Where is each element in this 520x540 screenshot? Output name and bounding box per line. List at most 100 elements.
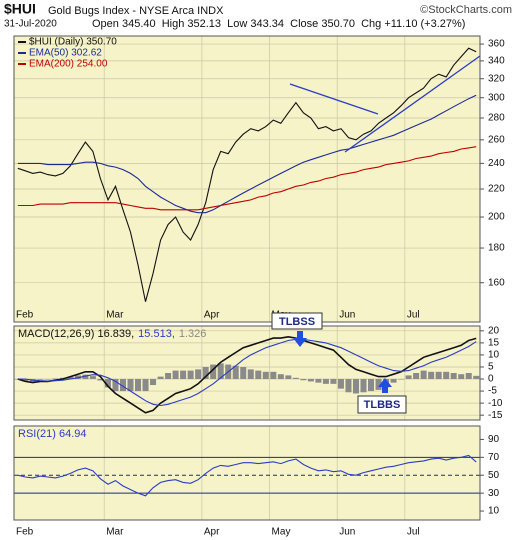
- histogram-bar: [74, 375, 81, 380]
- histogram-bar: [375, 379, 382, 390]
- histogram-bar: [187, 370, 194, 380]
- x-tick-label: Feb: [16, 527, 34, 538]
- histogram-bar: [135, 379, 142, 392]
- histogram-bar: [330, 379, 337, 384]
- histogram-bar: [322, 379, 329, 384]
- histogram-bar: [255, 370, 262, 380]
- legend-label: 1.326: [179, 328, 207, 340]
- y-tick-label: -15: [488, 410, 503, 421]
- y-tick-label: 30: [488, 488, 500, 499]
- y-tick-label: 320: [488, 73, 505, 84]
- histogram-bar: [465, 373, 472, 380]
- histogram-bar: [157, 376, 164, 380]
- legend-label: EMA(200) 254.00: [29, 59, 108, 70]
- histogram-bar: [112, 379, 119, 392]
- histogram-bar: [435, 371, 442, 380]
- histogram-bar: [352, 379, 359, 394]
- y-tick-label: 15: [488, 338, 500, 349]
- histogram-bar: [285, 375, 292, 380]
- x-tick-label: Mar: [106, 527, 124, 538]
- histogram-bar: [270, 371, 277, 380]
- histogram-bar: [390, 379, 397, 383]
- histogram-bar: [307, 379, 314, 382]
- annotation-box: [357, 395, 407, 414]
- y-tick-label: 0: [488, 374, 494, 385]
- histogram-bar: [37, 379, 44, 380]
- series-line: [17, 47, 477, 302]
- histogram-bar: [127, 379, 134, 392]
- y-tick-label: 90: [488, 434, 500, 445]
- y-tick-label: 50: [488, 470, 500, 481]
- histogram-bar: [165, 373, 172, 380]
- trend-line: [344, 55, 481, 153]
- histogram-bar: [195, 369, 202, 380]
- y-tick-label: 340: [488, 56, 505, 67]
- x-tick-label: Jun: [339, 310, 355, 321]
- histogram-bar: [97, 379, 104, 381]
- annotation-arrow: [378, 378, 392, 393]
- histogram-bar: [337, 379, 344, 389]
- y-tick-label: 360: [488, 39, 505, 50]
- histogram-bar: [450, 373, 457, 380]
- annotation-arrow: [293, 331, 307, 347]
- histogram-bar: [292, 377, 299, 380]
- histogram-bar: [443, 371, 450, 380]
- x-tick-label: Apr: [204, 527, 220, 538]
- series-line: [17, 146, 477, 211]
- annotation: TLBSS: [279, 316, 315, 328]
- series-line: [17, 338, 477, 407]
- histogram-bar: [67, 376, 74, 380]
- y-tick-label: 5: [488, 362, 494, 373]
- legend-label: EMA(50) 302.62: [29, 48, 102, 59]
- y-tick-label: 160: [488, 277, 505, 288]
- price-panel-background: [14, 36, 480, 322]
- y-tick-label: 180: [488, 243, 505, 254]
- histogram-bar: [315, 379, 322, 383]
- x-tick-label: Apr: [204, 310, 220, 321]
- histogram-bar: [22, 379, 29, 382]
- histogram-bar: [345, 379, 352, 393]
- histogram-bar: [119, 379, 126, 392]
- annotations: TLBSS TLBBS: [271, 55, 481, 414]
- date: 31-Jul-2020: [4, 19, 57, 30]
- y-tick-label: 70: [488, 452, 500, 463]
- annotation: TLBBS: [364, 399, 401, 411]
- histogram-bar: [150, 379, 157, 386]
- series-line: [17, 94, 477, 214]
- histogram-bar: [240, 366, 247, 380]
- histogram-bar: [180, 370, 187, 380]
- x-tick-label: Jul: [407, 310, 420, 321]
- histogram-bar: [473, 375, 480, 380]
- histogram-bar: [413, 373, 420, 380]
- histogram-bar: [217, 363, 224, 380]
- histogram-bar: [368, 379, 375, 392]
- histogram-bar: [277, 374, 284, 380]
- histogram-bar: [82, 374, 89, 380]
- legend-label: 15.513,: [138, 328, 175, 340]
- histogram-bar: [202, 366, 209, 380]
- quote: Open 345.40 High 352.13 Low 343.34 Close…: [92, 18, 465, 30]
- histogram-bar: [142, 379, 149, 392]
- histogram-bar: [458, 374, 465, 380]
- annotation-box: [271, 312, 323, 330]
- x-tick-label: May: [272, 527, 291, 538]
- y-tick-label: 220: [488, 184, 505, 195]
- legend-label: RSI(21) 64.94: [18, 428, 86, 440]
- y-tick-label: 10: [488, 350, 500, 361]
- y-tick-label: 300: [488, 92, 505, 103]
- x-tick-label: Jun: [339, 527, 355, 538]
- histogram-bar: [172, 370, 179, 380]
- chart-title: Gold Bugs Index - NYSE Arca INDX: [48, 5, 224, 17]
- series-line: [17, 335, 477, 414]
- source: ©StockCharts.com: [420, 4, 512, 16]
- histogram-bar: [247, 369, 254, 380]
- y-tick-label: 280: [488, 113, 505, 124]
- y-tick-label: 240: [488, 158, 505, 169]
- y-tick-label: 10: [488, 506, 500, 517]
- histogram-bar: [360, 379, 367, 393]
- histogram-bar: [232, 365, 239, 380]
- legend-label: $HUI (Daily) 350.70: [29, 37, 117, 48]
- legend-label: MACD(12,26,9) 16.839,: [18, 328, 134, 340]
- panel-frame: [13, 325, 481, 421]
